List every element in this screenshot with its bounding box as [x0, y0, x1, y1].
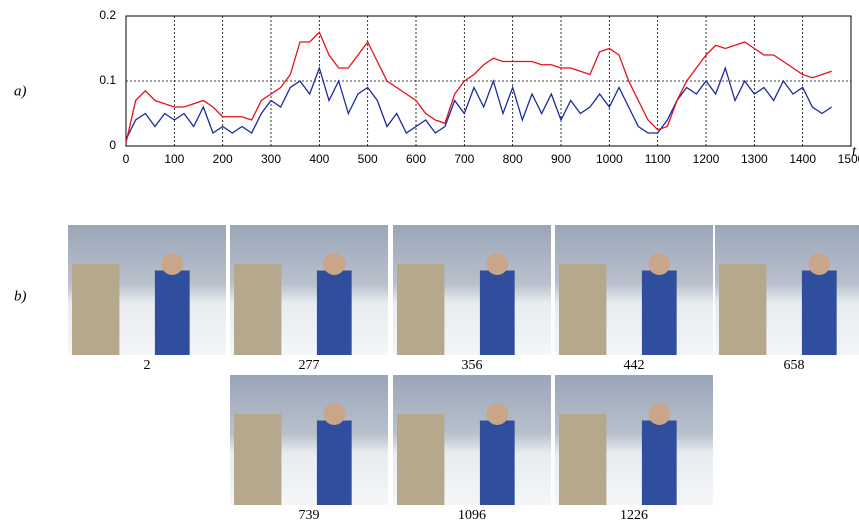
frame-head	[808, 253, 831, 275]
frame	[555, 225, 713, 355]
frame-label: 1226	[620, 508, 648, 523]
x-tick-label: 900	[551, 152, 571, 166]
x-tick-label: 300	[261, 152, 281, 166]
frame-person	[641, 420, 677, 505]
frame-label: 277	[299, 358, 320, 373]
frame-head	[486, 403, 509, 425]
frame-head	[486, 253, 509, 275]
frame-person	[397, 264, 445, 355]
frame-person	[72, 264, 120, 355]
frame	[715, 225, 859, 355]
frame-label: 1096	[458, 508, 486, 523]
x-tick-label: 200	[213, 152, 233, 166]
y-tick-label: 0.2	[99, 8, 116, 22]
x-tick-label: 500	[358, 152, 378, 166]
x-tick-label: 700	[454, 152, 474, 166]
frame-person	[234, 264, 282, 355]
x-tick-label: 600	[406, 152, 426, 166]
x-tick-label: 1300	[741, 152, 768, 166]
frame-head	[323, 403, 346, 425]
frame-label: 442	[624, 358, 645, 373]
x-tick-label: 0	[123, 152, 130, 166]
frame-head	[648, 253, 671, 275]
frame-person	[234, 414, 282, 505]
frame-person	[559, 414, 607, 505]
frame-person	[479, 270, 515, 355]
frame-label: 739	[299, 508, 320, 523]
frame	[555, 375, 713, 505]
x-tick-label: 1200	[693, 152, 720, 166]
frame-person	[719, 264, 767, 355]
frame-person	[801, 270, 837, 355]
frame-person	[559, 264, 607, 355]
frame-person	[397, 414, 445, 505]
y-tick-label: 0.1	[99, 73, 116, 87]
x-tick-label: 100	[164, 152, 184, 166]
panel-label: a)	[14, 83, 27, 99]
frame-person	[641, 270, 677, 355]
panel-label: b)	[14, 288, 27, 304]
frame	[230, 375, 388, 505]
x-tick-label: 1500	[838, 152, 859, 166]
frame	[230, 225, 388, 355]
frame-person	[316, 270, 352, 355]
series-line	[125, 31, 832, 143]
frame-person	[479, 420, 515, 505]
x-tick-label: 1100	[645, 152, 671, 166]
frame-head	[648, 403, 671, 425]
frame-person	[154, 270, 190, 355]
x-tick-label: 400	[309, 152, 329, 166]
frame-head	[323, 253, 346, 275]
frame-person	[316, 420, 352, 505]
frame-label: 2	[144, 358, 151, 373]
x-tick-label: 1400	[789, 152, 816, 166]
series-line	[125, 65, 833, 140]
y-tick-label: 0	[109, 138, 116, 152]
frame	[393, 225, 551, 355]
frame	[393, 375, 551, 505]
frame-label: 356	[462, 358, 483, 373]
frame	[68, 225, 226, 355]
frame-label: 658	[784, 358, 805, 373]
x-tick-label: 1000	[596, 152, 623, 166]
plot-frame	[125, 15, 852, 147]
x-tick-label: 800	[503, 152, 523, 166]
x-axis-label: t	[852, 143, 857, 159]
frame-head	[161, 253, 184, 275]
